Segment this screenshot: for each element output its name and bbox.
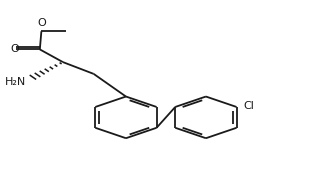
Text: O: O: [10, 44, 19, 54]
Text: O: O: [37, 18, 46, 28]
Text: H₂N: H₂N: [5, 77, 26, 87]
Text: Cl: Cl: [243, 101, 254, 111]
